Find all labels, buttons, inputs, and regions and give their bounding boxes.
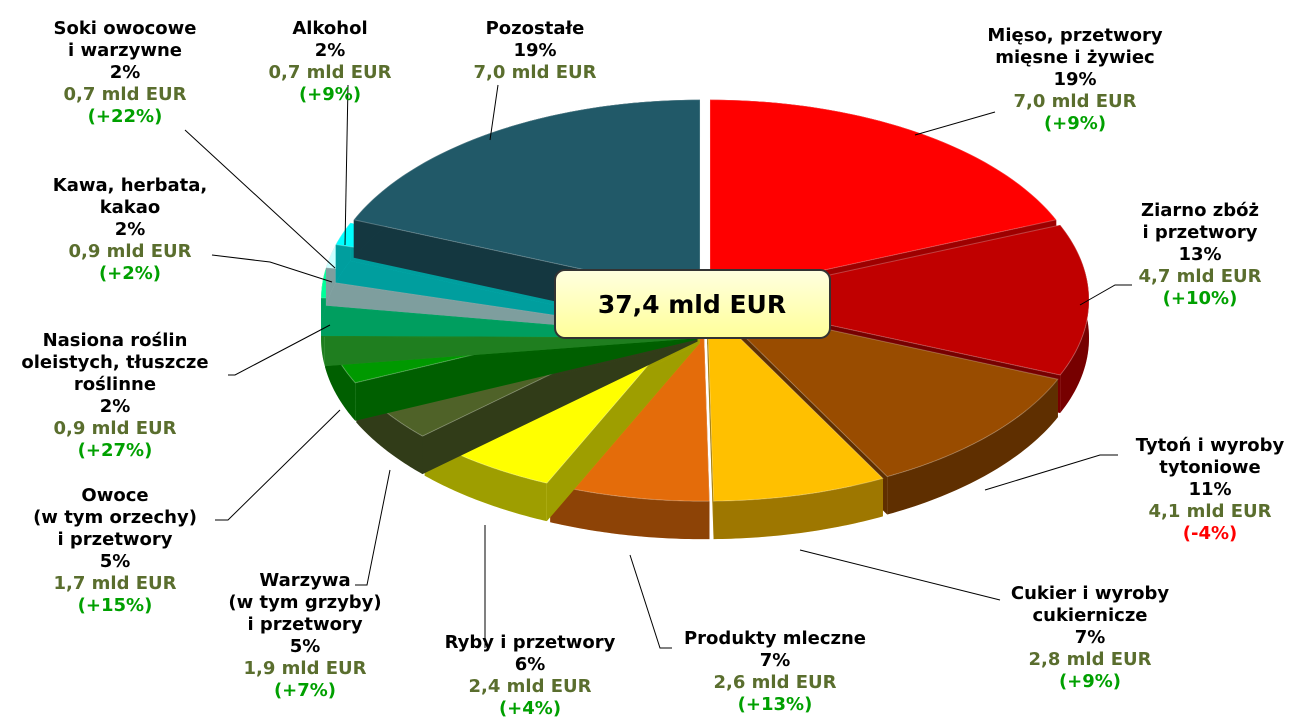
- slice-label: Owoce (w tym orzechy) i przetwory 5% 1,7 m…: [33, 485, 197, 617]
- slice-side: [550, 484, 710, 540]
- leader-line: [984, 454, 1118, 491]
- change-label: (+4%): [498, 698, 562, 719]
- slice-label: Soki owocowe i warzywne 2% 0,7 mld EUR (+22…: [54, 18, 197, 128]
- leader-line: [629, 554, 672, 649]
- leader-line: [489, 84, 499, 141]
- share-label: 19%: [513, 40, 557, 61]
- share-label: 13%: [1178, 244, 1222, 265]
- slice-side: [713, 478, 883, 540]
- slice-shade: [424, 437, 547, 522]
- value-label: 0,7 mld EUR: [63, 84, 187, 105]
- leader-line: [1079, 284, 1132, 306]
- category-name: Soki owocowe i warzywne: [53, 18, 197, 61]
- slice-label: Warzywa (w tym grzyby) i przetwory 5% 1,9 …: [228, 570, 381, 702]
- share-label: 19%: [1053, 69, 1097, 90]
- slice-shade: [550, 484, 710, 540]
- slice-side: [887, 379, 1058, 515]
- leader-line: [184, 129, 336, 269]
- value-label: 1,7 mld EUR: [53, 573, 177, 594]
- category-name: Alkohol: [292, 18, 368, 39]
- value-label: 4,7 mld EUR: [1138, 266, 1262, 287]
- change-label: (+9%): [1058, 671, 1122, 692]
- value-label: 2,6 mld EUR: [713, 672, 837, 693]
- slice-top: [352, 99, 701, 296]
- share-label: 7%: [1074, 627, 1106, 648]
- value-label: 4,1 mld EUR: [1148, 501, 1272, 522]
- category-name: Tytoń i wyroby tytoniowe: [1135, 435, 1285, 478]
- category-name: Nasiona roślin oleistych, tłuszcze rośli…: [21, 330, 209, 395]
- slice-side: [424, 437, 547, 522]
- share-label: 2%: [314, 40, 346, 61]
- change-label: (+9%): [1043, 113, 1107, 134]
- value-label: 7,0 mld EUR: [1013, 91, 1137, 112]
- category-name: Kawa, herbata, kakao: [52, 175, 208, 218]
- value-label: 2,8 mld EUR: [1028, 649, 1152, 670]
- share-label: 7%: [759, 650, 791, 671]
- category-name: Mięso, przetwory mięsne i żywiec: [987, 25, 1163, 68]
- total-box: [554, 269, 831, 339]
- share-label: 6%: [514, 654, 546, 675]
- change-label: (+2%): [98, 263, 162, 284]
- share-label: 2%: [114, 219, 146, 240]
- change-label: (+10%): [1162, 288, 1238, 309]
- category-name: Owoce (w tym orzechy) i przetwory: [33, 485, 197, 550]
- change-label: (+27%): [77, 440, 153, 461]
- change-label: (+15%): [77, 595, 153, 616]
- slice-label: Produkty mleczne 7% 2,6 mld EUR (+13%): [684, 628, 866, 716]
- slice-label: Mięso, przetwory mięsne i żywiec 19% 7,0 m…: [987, 25, 1162, 135]
- category-name: Pozostałe: [485, 18, 585, 39]
- change-label: (+22%): [87, 106, 163, 127]
- leader-line: [914, 111, 996, 136]
- change-label: (+7%): [273, 680, 337, 701]
- leader-line: [211, 254, 333, 283]
- change-label: (+13%): [737, 694, 813, 715]
- leader-line: [344, 84, 349, 246]
- value-label: 0,9 mld EUR: [68, 241, 192, 262]
- change-label: (+9%): [298, 84, 362, 105]
- value-label: 0,9 mld EUR: [53, 418, 177, 439]
- slice-top: [710, 303, 1059, 478]
- total-label: 37,4 mld EUR: [598, 290, 786, 319]
- slice-label: Cukier i wyroby cukiernicze 7% 2,8 mld EUR…: [1011, 583, 1169, 693]
- category-name: Ziarno zbóż i przetwory: [1141, 200, 1259, 243]
- value-label: 1,9 mld EUR: [243, 658, 367, 679]
- slice-shade: [707, 306, 714, 540]
- category-name: Warzywa (w tym grzyby) i przetwory: [228, 570, 382, 635]
- slice: [706, 304, 884, 540]
- slice-shade: [713, 478, 883, 540]
- leader-line: [799, 549, 1001, 601]
- slice-label: Tytoń i wyroby tytoniowe 11% 4,1 mld EUR (-…: [1136, 435, 1285, 545]
- slice-label: Ryby i przetwory 6% 2,4 mld EUR (+4%): [445, 632, 616, 720]
- share-label: 11%: [1188, 479, 1232, 500]
- slice-top: [709, 99, 1058, 296]
- category-name: Ryby i przetwory: [444, 632, 616, 653]
- share-label: 2%: [109, 62, 141, 83]
- value-label: 2,4 mld EUR: [468, 676, 592, 697]
- value-label: 0,7 mld EUR: [268, 62, 392, 83]
- slice-label: Nasiona roślin oleistych, tłuszcze rośli…: [21, 330, 208, 462]
- slice-top: [706, 304, 884, 502]
- slice-shade: [887, 379, 1058, 515]
- share-label: 5%: [289, 636, 321, 657]
- slice-label: Alkohol 2% 0,7 mld EUR (+9%): [268, 18, 391, 106]
- slice-label: Kawa, herbata, kakao 2% 0,9 mld EUR (+2%): [53, 175, 208, 285]
- share-label: 2%: [99, 396, 131, 417]
- slice-side: [707, 306, 714, 540]
- slice-label: Pozostałe 19% 7,0 mld EUR: [473, 18, 596, 84]
- slice-label: Ziarno zbóż i przetwory 13% 4,7 mld EUR (+1…: [1138, 200, 1261, 310]
- category-name: Cukier i wyroby cukiernicze: [1010, 583, 1170, 626]
- value-label: 7,0 mld EUR: [473, 62, 597, 83]
- change-label: (-4%): [1182, 523, 1238, 544]
- category-name: Produkty mleczne: [683, 628, 867, 649]
- leader-line: [228, 324, 331, 376]
- leader-line: [215, 409, 341, 521]
- leader-line: [355, 469, 391, 586]
- share-label: 5%: [99, 551, 131, 572]
